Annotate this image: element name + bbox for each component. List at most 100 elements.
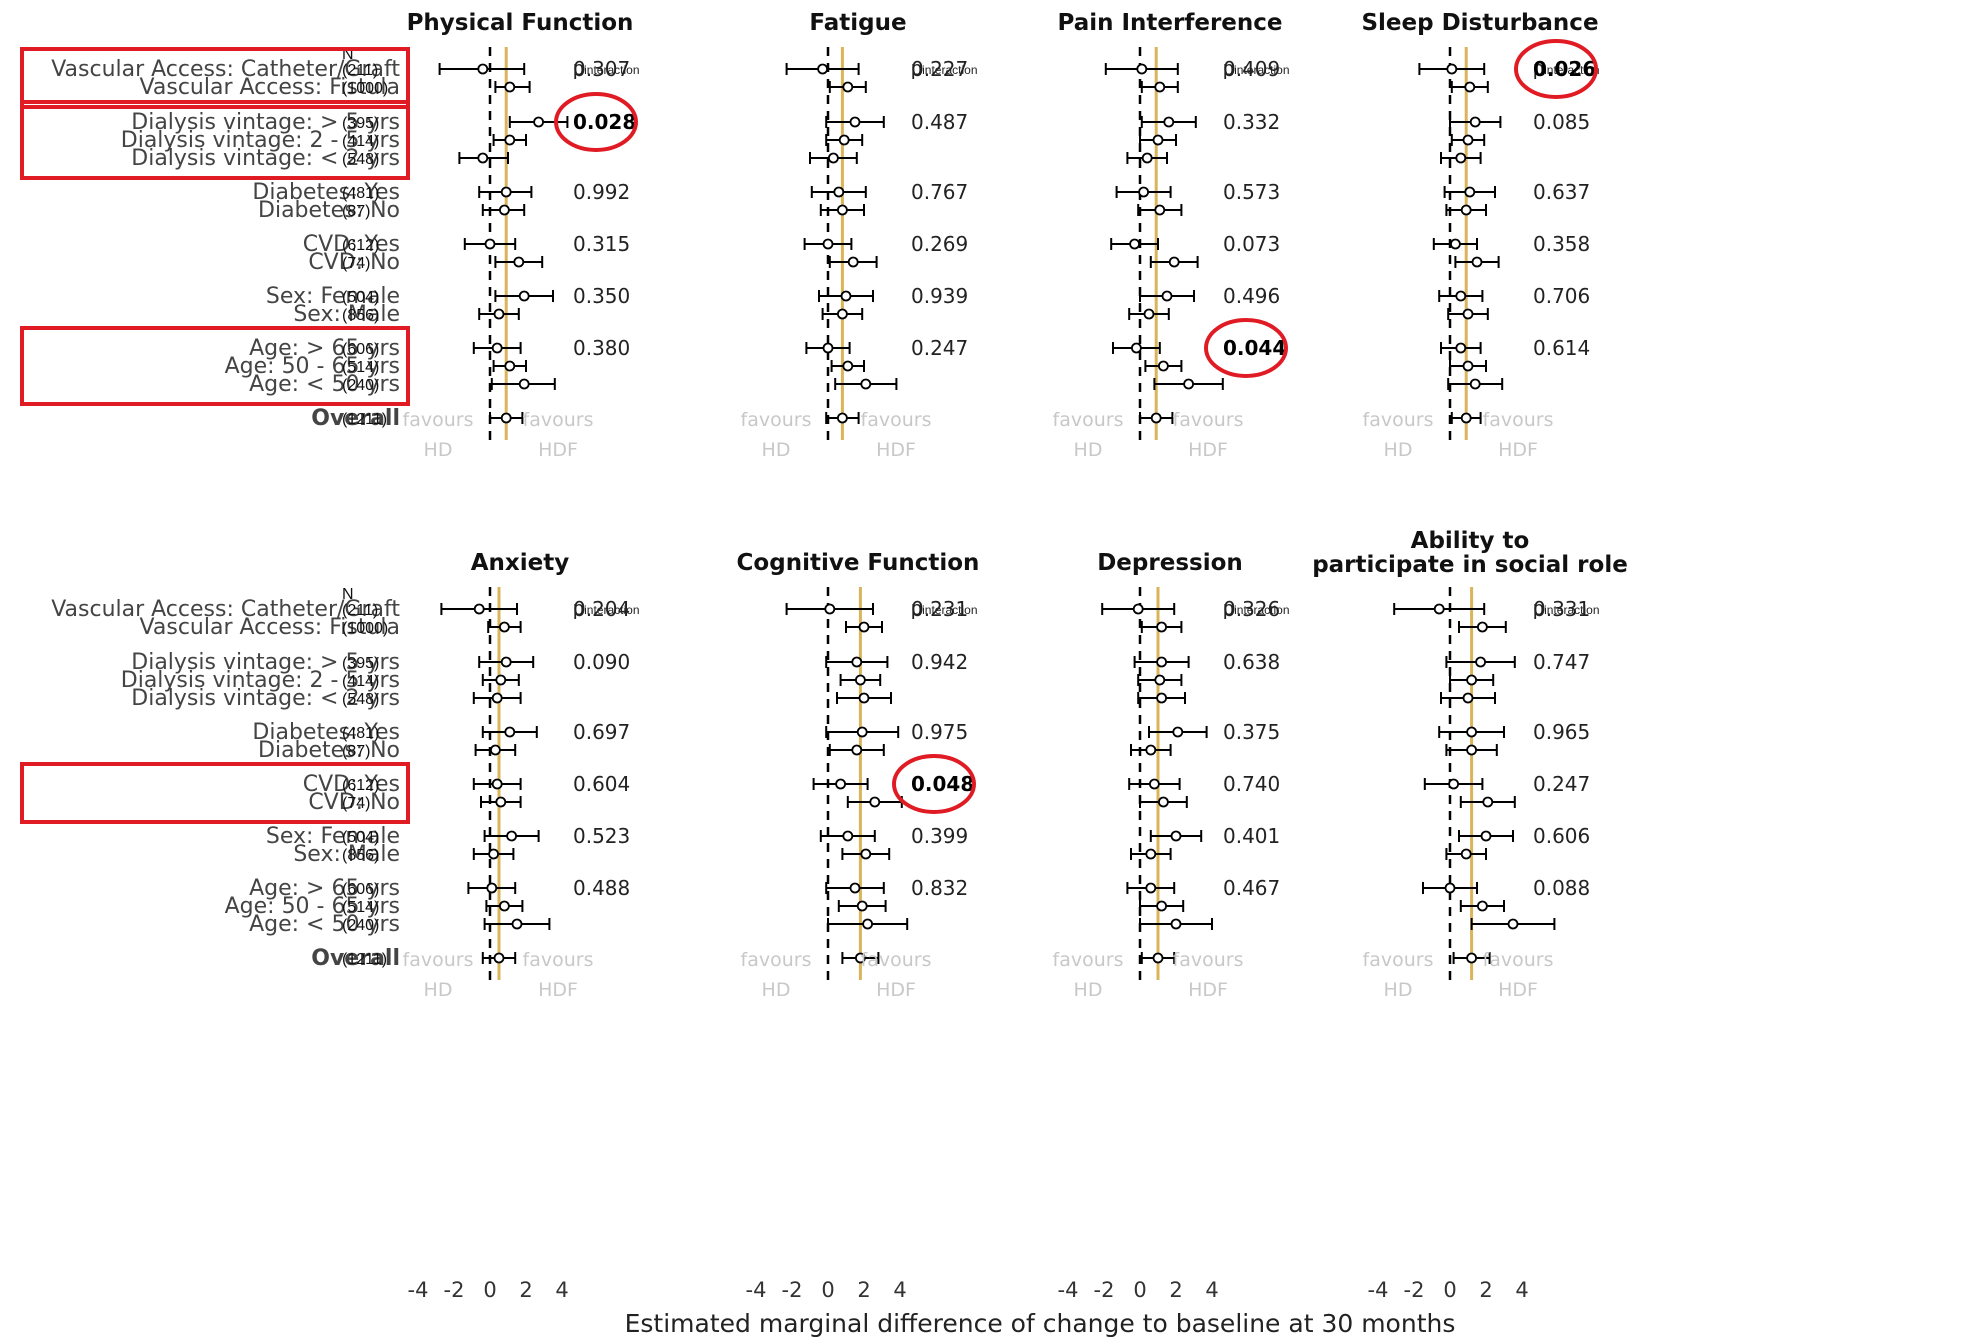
estimate-point — [513, 256, 525, 268]
estimate-point — [822, 342, 834, 354]
p-value: 0.467 — [1223, 876, 1280, 900]
estimate-point — [824, 603, 836, 615]
row-label: CVD: Yes — [303, 772, 400, 797]
row-label: Diabetes: No — [258, 738, 400, 763]
p-value: 0.992 — [573, 180, 630, 204]
p-value: 0.488 — [573, 876, 630, 900]
estimate-point — [493, 308, 505, 320]
p-value: 0.604 — [573, 772, 630, 796]
favours-hdf-text: favours — [1483, 409, 1554, 431]
p-value: 0.307 — [573, 57, 630, 81]
estimate-point — [840, 290, 852, 302]
favours-hd-text: HD — [1074, 979, 1103, 1001]
x-tick-label: 2 — [1479, 1278, 1492, 1302]
estimate-point — [473, 603, 485, 615]
estimate-point — [828, 152, 839, 164]
estimate-point — [1462, 360, 1474, 372]
estimate-point — [1161, 290, 1173, 302]
favours-hd-text: favours — [403, 949, 474, 971]
p-value: 0.942 — [911, 650, 968, 674]
p-value: 0.073 — [1223, 232, 1280, 256]
favours-hdf-text: favours — [861, 409, 932, 431]
p-value: 0.326 — [1223, 597, 1280, 621]
panel-title: Pain Interference — [1057, 10, 1282, 36]
estimate-point — [1152, 134, 1164, 146]
estimate-point — [1154, 674, 1166, 686]
favours-hd-text: favours — [1363, 949, 1434, 971]
row-label: Age: 50 - 65 yrs — [225, 894, 400, 919]
estimate-point — [500, 412, 512, 424]
estimate-point — [1477, 621, 1488, 633]
p-value: 0.358 — [1533, 232, 1590, 256]
estimate-point — [498, 204, 510, 216]
estimate-point — [1477, 900, 1488, 912]
estimate-point — [486, 882, 498, 894]
estimate-point — [1158, 796, 1169, 808]
estimate-point — [1460, 204, 1472, 216]
estimate-point — [1132, 603, 1144, 615]
estimate-point — [842, 81, 854, 93]
favours-hd-text: HD — [1384, 979, 1413, 1001]
row-label: Age: > 65 yrs — [249, 336, 400, 361]
n-column-header: N — [342, 46, 354, 63]
estimate-point — [856, 726, 868, 738]
row-n: (514) — [342, 359, 379, 376]
row-n: (414) — [342, 133, 379, 150]
estimate-point — [477, 152, 489, 164]
estimate-point — [1444, 882, 1456, 894]
p-value: 0.409 — [1223, 57, 1280, 81]
estimate-point — [1149, 778, 1160, 790]
highlight-box — [20, 326, 410, 406]
estimate-point — [1462, 692, 1474, 704]
estimate-point — [1131, 342, 1142, 354]
estimate-point — [1507, 918, 1519, 930]
p-value: 0.606 — [1533, 824, 1590, 848]
favours-hdf-text: favours — [1483, 949, 1554, 971]
estimate-point — [858, 621, 870, 633]
estimate-point — [1183, 378, 1194, 390]
p-value: 0.380 — [573, 336, 630, 360]
row-label: Dialysis vintage: 2 - 5 yrs — [121, 128, 400, 153]
x-tick-label: 2 — [857, 1278, 870, 1302]
estimate-point — [1462, 308, 1474, 320]
p-value: 0.697 — [573, 720, 630, 744]
panel-title: Ability to — [1411, 528, 1530, 554]
estimate-point — [489, 744, 501, 756]
row-n: (395) — [342, 115, 379, 132]
x-tick-label: 4 — [555, 1278, 568, 1302]
estimate-point — [1172, 726, 1184, 738]
row-n: (87) — [342, 743, 370, 760]
favours-hdf-text: favours — [523, 409, 594, 431]
estimate-point — [860, 378, 872, 390]
favours-hdf-text: favours — [1173, 409, 1244, 431]
p-value: 0.247 — [1533, 772, 1590, 796]
estimate-point — [533, 116, 544, 128]
p-value: 0.637 — [1533, 180, 1590, 204]
row-n: (414) — [342, 673, 379, 690]
x-tick-label: 4 — [1205, 1278, 1218, 1302]
row-label: Dialysis vintage: < 2 yrs — [131, 686, 400, 711]
p-value: 0.965 — [1533, 720, 1590, 744]
highlight-circle — [1514, 39, 1598, 99]
estimate-point — [518, 378, 530, 390]
estimate-point — [1156, 656, 1167, 668]
estimate-point — [491, 692, 503, 704]
favours-hdf-text: HDF — [876, 439, 916, 461]
row-label: Vascular Access: Fistula — [140, 75, 400, 100]
p-value: 0.088 — [1533, 876, 1590, 900]
estimate-point — [842, 830, 854, 842]
p-value: 0.767 — [911, 180, 968, 204]
favours-hdf-text: HDF — [1188, 439, 1228, 461]
favours-hd-text: favours — [403, 409, 474, 431]
estimate-point — [484, 238, 496, 250]
estimate-point — [491, 342, 503, 354]
x-tick-label: -4 — [1368, 1278, 1389, 1302]
estimate-point — [488, 848, 500, 860]
estimate-point — [837, 412, 848, 424]
estimate-point — [500, 186, 512, 198]
p-interaction-label: pinteraction — [911, 58, 978, 80]
p-value: 0.975 — [911, 720, 968, 744]
favours-hd-text: favours — [741, 949, 812, 971]
row-n: (606) — [342, 341, 379, 358]
row-label: Dialysis vintage: > 5 yrs — [131, 650, 400, 675]
